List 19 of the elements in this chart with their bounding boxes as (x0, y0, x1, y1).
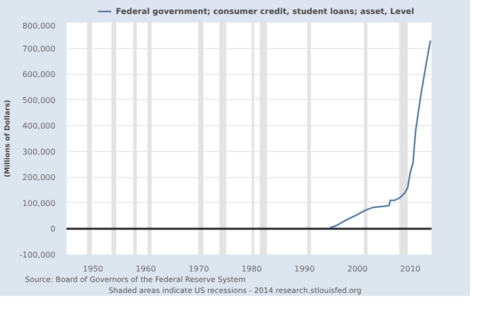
x-tick-label: 1980 (241, 264, 262, 274)
y-tick-label: 0 (50, 224, 56, 234)
x-tick-label: 1960 (136, 264, 156, 274)
line-series (329, 40, 432, 228)
y-tick-label: 200,000 (22, 173, 56, 182)
y-tick-label: 500,000 (22, 96, 56, 105)
legend-label: Federal government; consumer credit, student loans; asset, Level (116, 6, 414, 16)
y-tick-label: 400,000 (22, 122, 56, 131)
y-tick-label: 300,000 (22, 147, 56, 156)
y-tick-label: -100,000 (20, 250, 56, 260)
x-tick-label: 2010 (400, 264, 421, 274)
x-tick-label: 1970 (188, 264, 209, 274)
y-tick-label: 600,000 (22, 70, 56, 80)
x-tick-label: 1950 (82, 264, 104, 274)
y-tick-label: 100,000 (22, 198, 56, 208)
y-tick-label: 700,000 (22, 44, 56, 54)
x-tick-label: 1990 (294, 264, 315, 274)
x-tick-label: 2000 (347, 264, 368, 274)
y-tick-label: 800,000 (22, 22, 56, 30)
